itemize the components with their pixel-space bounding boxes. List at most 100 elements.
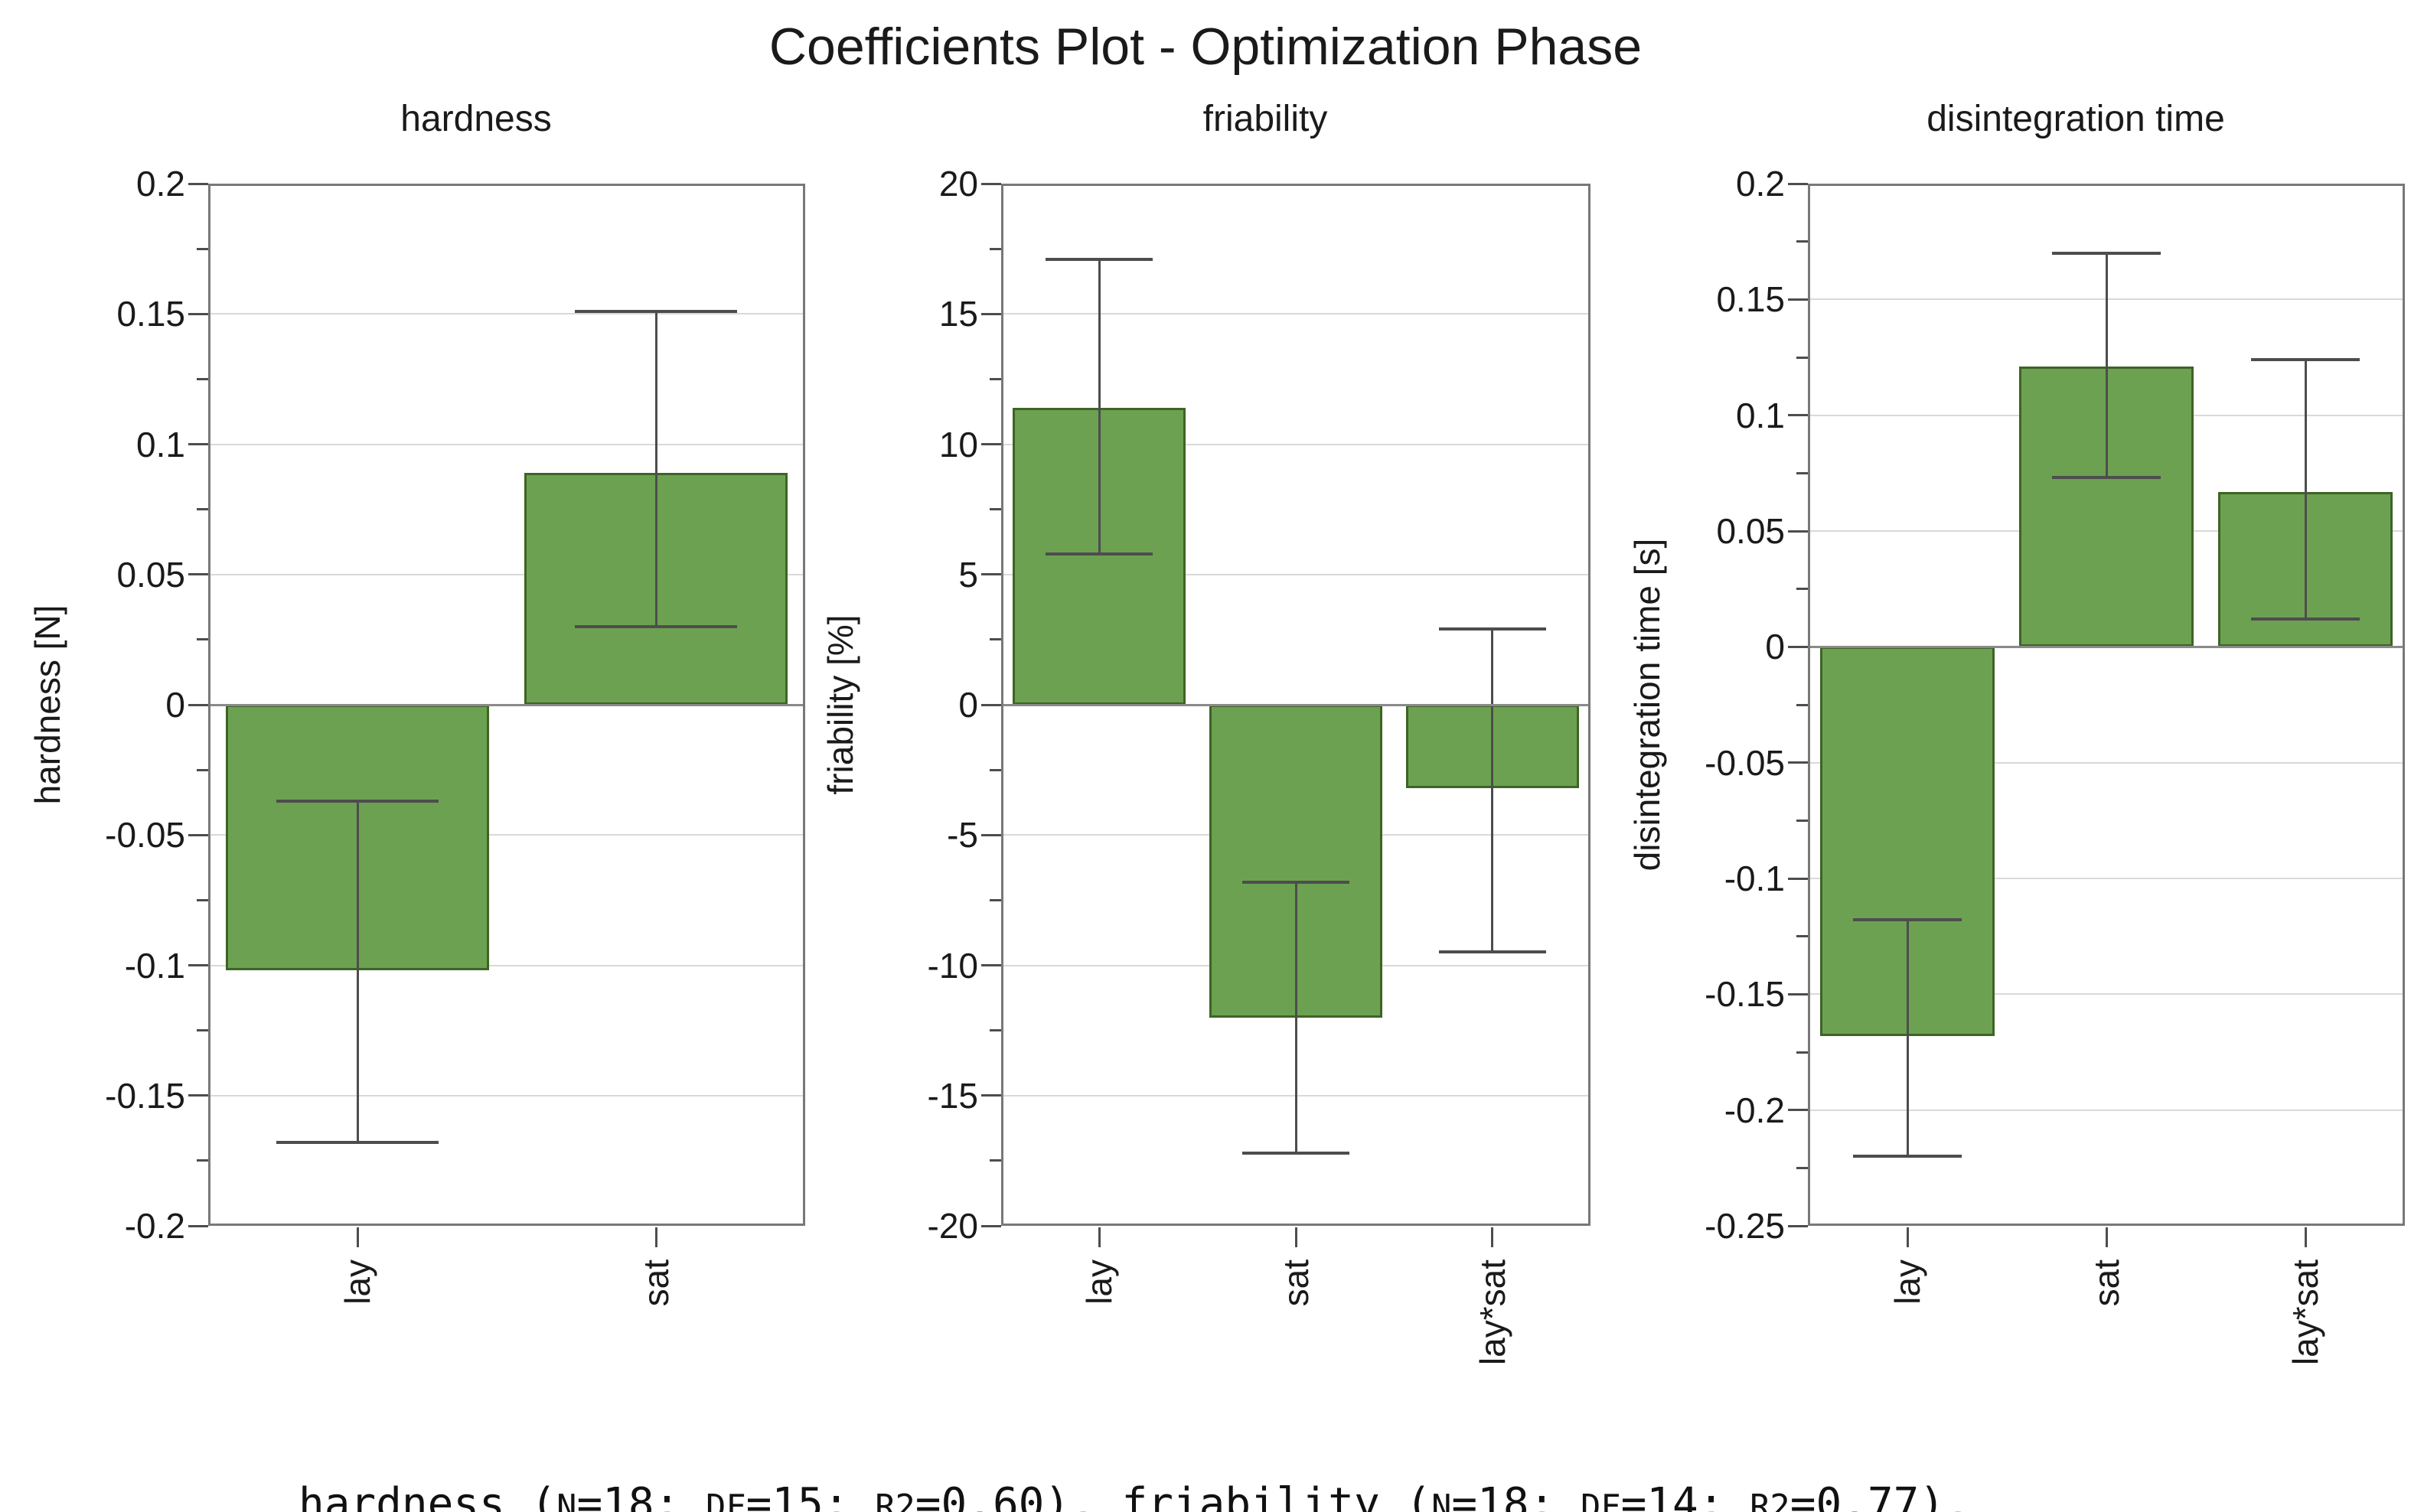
y-axis-major-tick [1788,298,1808,301]
y-axis-minor-tick [990,768,1001,771]
y-axis-major-tick [188,1094,208,1097]
y-axis-major-tick [1788,1224,1808,1227]
y-axis-major-tick [981,833,1001,836]
error-bar-cap-top [1438,627,1546,631]
x-axis-category-label: lay [1887,1259,1927,1305]
y-axis-minor-tick [990,898,1001,901]
error-bar-cap-bottom [2251,618,2360,621]
y-axis-tick-label: 0.1 [136,424,185,464]
y-axis-tick-label: -15 [927,1075,978,1116]
gridline [1810,1109,2403,1111]
y-axis-major-tick [188,182,208,185]
y-axis-major-tick [188,573,208,576]
y-axis-major-tick [188,443,208,445]
y-axis-tick-label: 0 [958,685,978,725]
gridline [210,443,803,445]
y-axis-minor-tick [197,1029,208,1032]
y-axis-minor-tick [1796,240,1808,243]
y-axis-major-tick [981,312,1001,315]
y-axis-tick-label: 0.1 [1736,395,1785,435]
error-bar [1491,629,1494,953]
gridline [1810,761,2403,764]
zero-line [1003,703,1588,706]
gridline [1810,993,2403,996]
x-axis-category-label: lay [338,1259,377,1305]
y-axis-minor-tick [197,1159,208,1162]
x-axis-tick [1906,1227,1909,1247]
x-axis-category-label: lay*sat [2285,1259,2325,1366]
y-axis-major-tick [188,1224,208,1227]
y-axis-minor-tick [1796,356,1808,359]
y-axis-major-tick [1788,1109,1808,1112]
y-axis-major-tick [1788,530,1808,533]
y-axis-minor-tick [1796,703,1808,706]
error-bar-cap-top [2052,251,2161,255]
y-axis-tick-label: 0.05 [1716,511,1785,551]
y-axis-tick-label: -0.1 [124,945,185,986]
y-axis-minor-tick [1796,588,1808,591]
y-axis-tick-label: 0.2 [1736,164,1785,204]
y-axis-tick-label: -0.15 [1705,974,1785,1015]
y-axis-major-tick [981,1094,1001,1097]
error-bar-cap-bottom [1046,552,1153,556]
y-axis-tick-label: 0 [165,685,185,725]
y-axis-minor-tick [990,1159,1001,1162]
y-axis-major-tick [1788,414,1808,417]
x-axis-tick [654,1227,657,1247]
gridline [210,573,803,575]
y-axis-tick-label: 20 [938,164,978,204]
gridline [210,964,803,966]
y-axis-minor-tick [990,247,1001,250]
error-bar-cap-bottom [1241,1151,1349,1155]
y-axis-tick-label: 0.05 [116,554,185,595]
y-axis-major-tick [188,833,208,836]
y-axis-tick-label: 5 [958,554,978,595]
y-axis-major-tick [981,573,1001,576]
x-axis-tick [2304,1227,2307,1247]
y-axis-minor-tick [1796,935,1808,938]
gridline [1003,313,1588,315]
y-axis-major-tick [981,964,1001,966]
y-axis-major-tick [188,703,208,706]
y-axis-title: disintegration time [s] [1627,538,1667,872]
error-bar [654,311,657,627]
y-axis-major-tick [981,443,1001,445]
subplot-title: friability [1202,99,1328,139]
x-axis-category-label: lay*sat [1472,1259,1512,1366]
y-axis-minor-tick [1796,819,1808,822]
y-axis-major-tick [188,964,208,966]
subplot-title: disintegration time [1927,99,2225,139]
bar-sat[interactable] [2018,367,2194,647]
gridline [1003,573,1588,575]
y-axis-tick-label: -10 [927,945,978,986]
x-axis-tick [1098,1227,1101,1247]
error-bar [356,800,359,1143]
y-axis-major-tick [1788,877,1808,880]
error-bar-cap-top [2251,358,2360,362]
y-axis-tick-label: 0.15 [116,294,185,334]
y-axis-minor-tick [197,638,208,641]
gridline [210,834,803,836]
y-axis-tick-label: -0.25 [1705,1206,1785,1246]
zero-line [210,703,803,706]
error-bar-cap-bottom [1853,1155,1962,1158]
error-bar [2304,360,2307,619]
y-axis-tick-label: -0.2 [124,1206,185,1246]
error-bar [1294,881,1297,1153]
y-axis-tick-label: 0.2 [136,164,185,204]
y-axis-major-tick [981,703,1001,706]
y-axis-minor-tick [197,508,208,511]
y-axis-major-tick [981,182,1001,185]
x-axis-category-label: sat [1276,1259,1316,1307]
error-bar-cap-bottom [1438,950,1546,954]
y-axis-tick-label: -0.05 [1705,742,1785,783]
y-axis-tick-label: 0.15 [1716,279,1785,320]
y-axis-tick-label: 15 [938,294,978,334]
y-axis-major-tick [1788,761,1808,764]
y-axis-tick-label: 10 [938,424,978,464]
gridline [1810,878,2403,879]
y-axis-minor-tick [1796,1051,1808,1054]
y-axis-tick-label: -0.05 [105,815,185,855]
y-axis-tick-label: -0.1 [1724,859,1785,898]
